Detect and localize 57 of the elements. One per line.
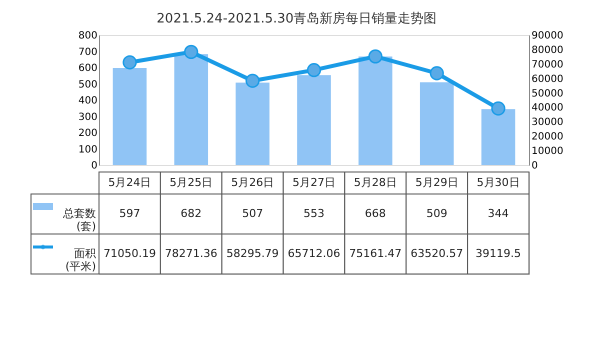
y-tick-label: 800 <box>78 30 98 42</box>
data-label: 553 <box>304 207 324 220</box>
data-label: 71050.19 <box>103 247 156 260</box>
bar <box>297 75 331 165</box>
data-label: 75161.47 <box>349 247 402 260</box>
x-tick-label: 5月28日 <box>354 176 397 189</box>
point <box>430 66 444 80</box>
data-label: 509 <box>426 207 448 220</box>
y-tick-label: 100 <box>78 144 98 156</box>
bar <box>420 82 454 165</box>
data-label: 507 <box>242 207 264 220</box>
data-label: 39119.5 <box>476 247 522 260</box>
y2-tick-label: 70000 <box>532 59 564 70</box>
data-label: 682 <box>180 207 202 220</box>
data-label: 597 <box>119 207 140 220</box>
x-tick-label: 5月27日 <box>292 176 336 189</box>
y2-tick-label: 60000 <box>532 74 564 85</box>
point <box>368 49 383 64</box>
data-label: 58295.79 <box>226 247 279 260</box>
y2-tick-label: 80000 <box>532 44 564 56</box>
y-tick-label: 200 <box>78 128 98 139</box>
point <box>306 63 322 78</box>
bar <box>174 54 208 165</box>
y-tick-label: 400 <box>78 96 98 106</box>
data-label: 78271.36 <box>164 247 218 260</box>
legend-label: 面积 (平米) <box>65 247 96 273</box>
bar <box>112 68 147 165</box>
y2-tick-label: 0 <box>532 160 538 172</box>
legend-label: 总套数 (套) <box>62 207 96 233</box>
y-tick-label: 300 <box>78 112 98 123</box>
y2-tick-label: 10000 <box>532 146 564 158</box>
data-label: 668 <box>364 207 386 220</box>
y2-tick-label: 90000 <box>532 30 564 42</box>
y-tick-label: 700 <box>78 46 98 58</box>
bar <box>236 82 270 165</box>
x-tick-label: 5月30日 <box>476 176 520 189</box>
y-tick-label: 500 <box>78 79 98 90</box>
data-label: 344 <box>488 207 509 220</box>
point <box>122 55 137 70</box>
y-tick-label: 0 <box>91 160 98 172</box>
chart-title: 2021.5.24-2021.5.30青岛新房每日销量走势图 <box>156 10 437 26</box>
y2-tick-label: 50000 <box>532 88 564 100</box>
bar <box>358 56 392 165</box>
y2-tick-label: 40000 <box>532 102 564 114</box>
x-tick-label: 5月25日 <box>170 176 213 189</box>
y2-tick-label: 20000 <box>532 132 564 143</box>
point <box>245 74 260 88</box>
bar <box>481 109 516 165</box>
y2-tick-label: 30000 <box>532 117 564 128</box>
x-tick-label: 5月24日 <box>108 176 152 189</box>
data-label: 63520.57 <box>410 247 464 260</box>
point <box>491 101 506 116</box>
x-tick-label: 5月29日 <box>415 176 458 189</box>
data-label: 65712.06 <box>288 247 340 260</box>
point <box>184 44 198 60</box>
y-tick-label: 600 <box>78 63 98 74</box>
x-tick-label: 5月26日 <box>231 176 274 189</box>
